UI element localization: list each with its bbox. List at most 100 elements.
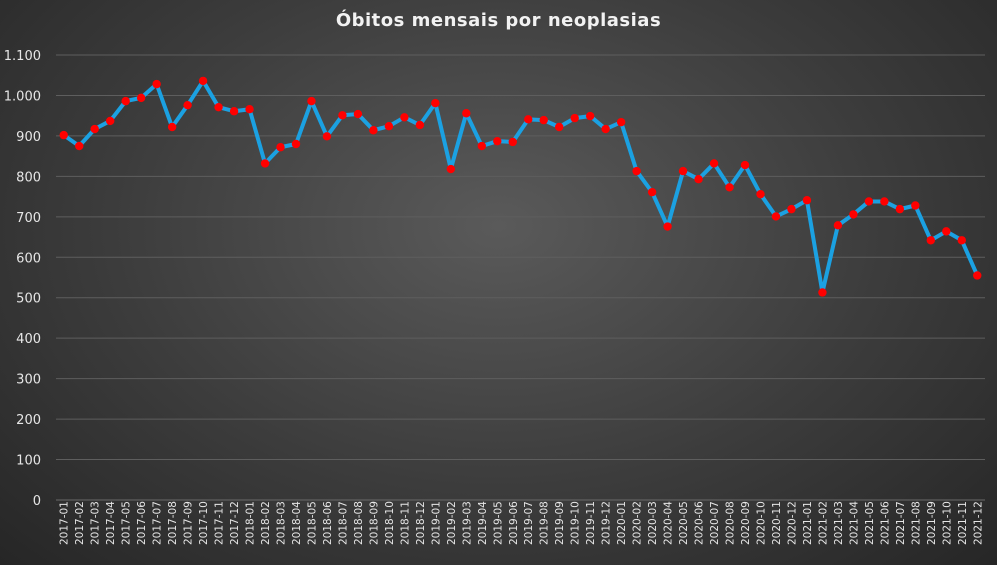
data-point: [524, 115, 533, 124]
data-point: [384, 122, 394, 131]
x-tick-label: 2019-06: [508, 501, 520, 545]
x-tick-label: 2018-08: [353, 501, 365, 545]
data-point: [276, 143, 285, 152]
y-tick-label: 100: [16, 454, 41, 469]
x-tick-label: 2021-06: [879, 501, 891, 545]
data-point: [818, 288, 827, 297]
data-point: [926, 236, 936, 245]
x-tick-label: 2019-02: [446, 501, 458, 545]
data-point: [864, 197, 874, 206]
data-point: [307, 96, 316, 106]
y-tick-label: 1.100: [4, 49, 41, 64]
x-tick-label: 2020-07: [709, 501, 721, 545]
x-tick-label: 2017-12: [229, 501, 241, 545]
x-tick-label: 2017-09: [183, 501, 195, 545]
data-point: [105, 116, 115, 126]
x-tick-label: 2018-04: [291, 501, 303, 545]
y-tick-label: 0: [33, 494, 41, 509]
data-point: [322, 132, 332, 141]
data-point: [833, 221, 843, 230]
x-tick-label: 2021-04: [848, 501, 860, 545]
x-tick-label: 2020-12: [786, 501, 798, 545]
y-tick-label: 600: [16, 251, 41, 266]
x-tick-label: 2018-05: [306, 501, 318, 545]
data-point: [462, 109, 471, 118]
data-point: [973, 271, 982, 280]
data-point: [663, 222, 672, 231]
data-point: [508, 137, 517, 147]
data-point: [942, 227, 951, 236]
data-point: [616, 117, 626, 127]
x-tick-label: 2020-02: [632, 501, 644, 545]
x-tick-label: 2017-11: [214, 501, 226, 545]
x-tick-label: 2020-09: [740, 501, 752, 545]
data-point: [756, 189, 765, 199]
x-tick-label: 2018-10: [384, 501, 396, 545]
y-tick-label: 300: [16, 373, 41, 388]
x-tick-label: 2018-11: [399, 501, 411, 545]
data-point: [585, 111, 595, 121]
data-point: [400, 113, 409, 122]
x-tick-label: 2019-03: [461, 501, 473, 545]
data-point: [632, 166, 641, 176]
x-tick-label: 2020-06: [694, 501, 706, 545]
x-tick-label: 2020-04: [663, 501, 675, 545]
x-tick-label: 2018-09: [368, 501, 380, 545]
x-tick-label: 2019-01: [430, 501, 442, 545]
x-tick-label: 2021-07: [895, 501, 907, 545]
data-point: [570, 113, 579, 123]
x-tick-label: 2017-08: [167, 501, 179, 545]
data-point: [338, 111, 347, 120]
data-point: [849, 210, 858, 219]
x-tick-label: 2021-11: [957, 501, 969, 545]
data-point: [895, 204, 905, 214]
x-tick-label: 2017-10: [198, 501, 210, 545]
data-point: [75, 141, 84, 151]
x-tick-label: 2017-07: [152, 501, 164, 545]
x-tick-label: 2018-01: [245, 501, 257, 545]
data-point: [725, 183, 734, 192]
x-tick-label: 2017-01: [59, 501, 71, 545]
data-point: [709, 159, 719, 168]
series-line: [62, 78, 980, 295]
data-point: [167, 122, 177, 132]
x-tick-label: 2019-07: [523, 501, 535, 545]
x-tick-label: 2018-07: [337, 501, 349, 545]
x-tick-label: 2019-08: [539, 501, 551, 545]
x-tick-label: 2020-10: [755, 501, 767, 545]
data-point: [771, 212, 781, 221]
x-tick-label: 2017-03: [90, 501, 102, 545]
data-point: [214, 102, 223, 112]
x-tick-label: 2020-01: [616, 501, 628, 545]
x-tick-label: 2017-06: [136, 501, 148, 545]
x-tick-label: 2019-04: [477, 501, 489, 545]
data-point: [678, 166, 688, 176]
data-point: [369, 126, 378, 135]
data-point: [694, 174, 703, 184]
x-tick-label: 2021-10: [941, 501, 953, 545]
y-tick-label: 900: [16, 130, 41, 145]
data-point: [183, 100, 192, 110]
x-tick-label: 2018-12: [415, 501, 427, 545]
data-point: [787, 204, 796, 214]
y-tick-label: 400: [16, 332, 41, 347]
y-tick-label: 1.000: [4, 89, 41, 104]
x-tick-label: 2018-06: [322, 501, 334, 545]
data-point: [136, 93, 146, 103]
x-tick-label: 2021-01: [802, 501, 814, 545]
data-point: [477, 141, 486, 151]
data-point: [198, 76, 208, 86]
data-point: [493, 136, 502, 146]
data-point: [880, 197, 889, 206]
data-point: [647, 187, 657, 197]
data-point: [957, 236, 966, 245]
x-tick-label: 2021-09: [926, 501, 938, 545]
data-point: [245, 105, 254, 114]
data-point: [601, 124, 610, 134]
x-tick-label: 2018-03: [276, 501, 288, 545]
data-point: [291, 139, 301, 149]
y-tick-label: 700: [16, 211, 41, 226]
data-point: [353, 109, 363, 119]
y-tick-label: 200: [16, 413, 41, 428]
